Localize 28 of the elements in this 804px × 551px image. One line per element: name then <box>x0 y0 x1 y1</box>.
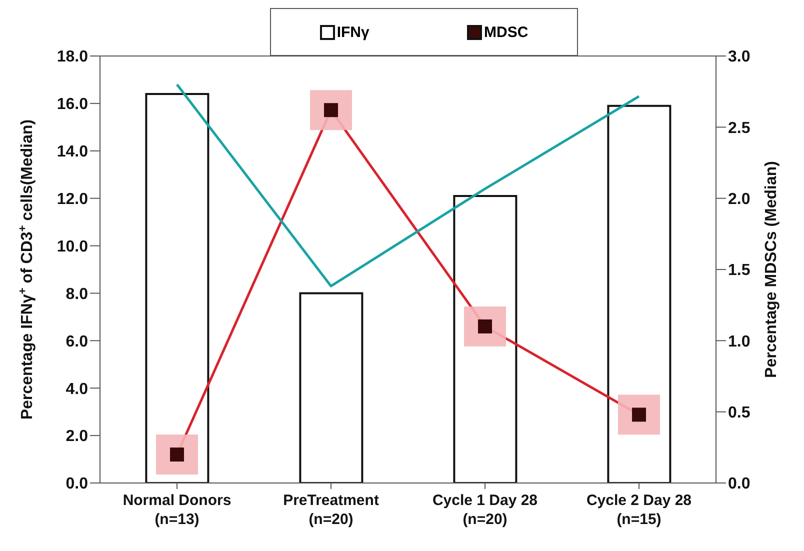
x-tick-label: Cycle 1 Day 28 (n=20) <box>432 492 538 528</box>
y-tick-label: 2.0 <box>66 428 88 446</box>
y2-tick-label: 0.0 <box>728 476 750 493</box>
y-tick-label: 14.0 <box>56 144 88 161</box>
y-tick-label: 18.0 <box>56 48 88 66</box>
y2-tick-label: 2.0 <box>728 191 750 208</box>
y2-axis-title: Percentage MDSCs (Median) <box>763 161 780 378</box>
y-tick-label: 4.0 <box>66 380 88 398</box>
legend-label: IFNγ <box>336 24 370 40</box>
bar <box>145 92 210 483</box>
y-tick-label: 16.0 <box>56 96 88 114</box>
y2-tick-label: 3.0 <box>728 48 750 66</box>
bar <box>299 292 364 483</box>
y2-tick-label: 0.5 <box>728 404 750 422</box>
y-tick-label: 0.0 <box>66 476 88 493</box>
x-tick-label: Normal Donors (n=13) <box>122 492 232 528</box>
y2-tick-label: 2.5 <box>728 120 750 137</box>
bar <box>607 104 672 483</box>
x-tick-label: PreTreatment (n=20) <box>283 492 379 528</box>
y-tick-label: 10.0 <box>56 238 88 256</box>
y-tick-label: 12.0 <box>56 191 88 208</box>
y-tick-label: 6.0 <box>66 333 88 350</box>
line-series <box>176 83 640 288</box>
y2-tick-label: 1.0 <box>728 333 750 350</box>
x-tick-label: Cycle 2 Day 28 (n=15) <box>586 492 692 528</box>
y-tick-label: 8.0 <box>66 286 88 303</box>
legend-label: MDSC <box>484 24 528 40</box>
y2-tick-label: 1.5 <box>728 262 750 280</box>
